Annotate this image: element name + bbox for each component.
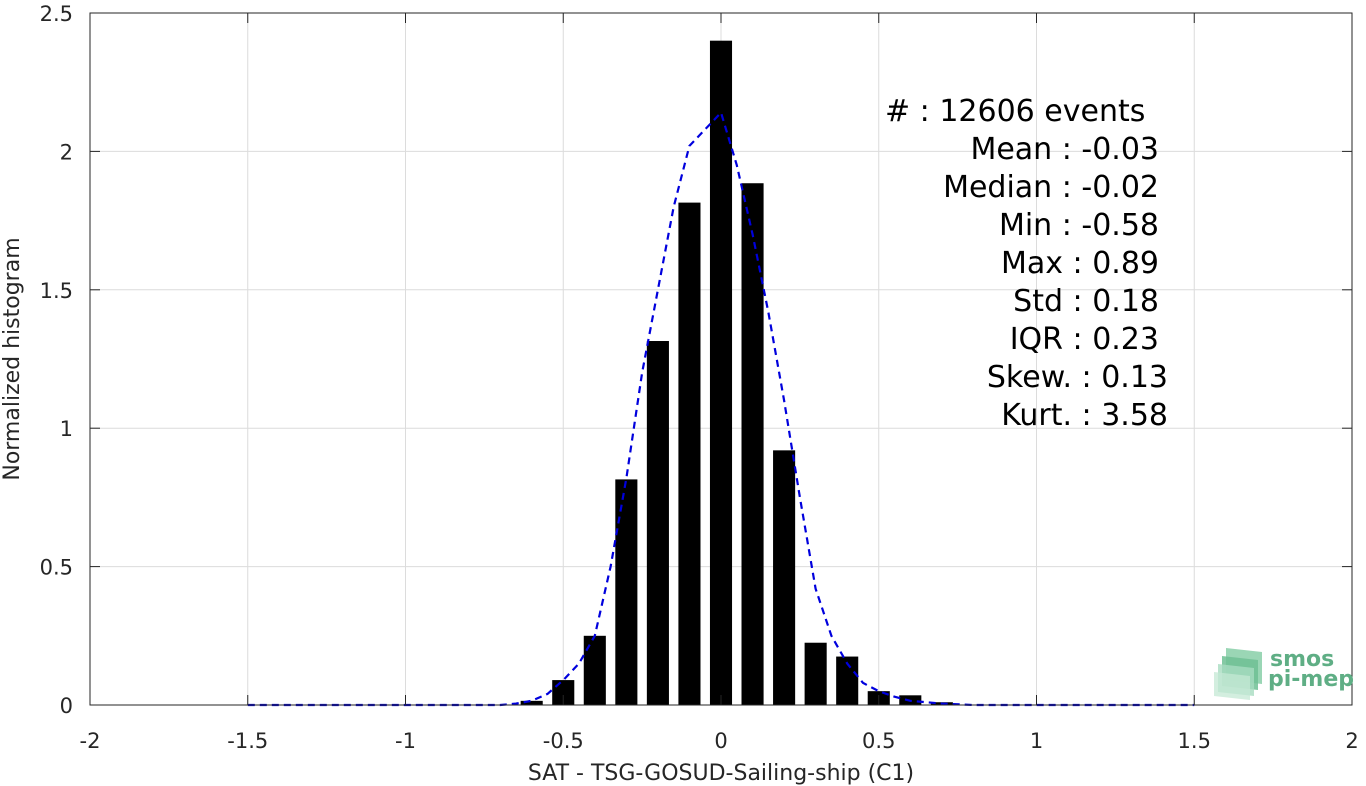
y-tick-label: 2.5 xyxy=(40,2,73,26)
stats-iqr: IQR : 0.23 xyxy=(1010,322,1159,357)
x-axis-title: SAT - TSG-GOSUD-Sailing-ship (C1) xyxy=(528,761,914,786)
histogram-bar xyxy=(804,642,827,705)
histogram-bar xyxy=(773,450,796,705)
stats-skewness: Skew. : 0.13 xyxy=(987,360,1168,395)
x-tick-label: 0.5 xyxy=(862,729,895,753)
logo-layers-icon xyxy=(1214,648,1262,700)
y-tick-label: 0.5 xyxy=(40,556,73,580)
histogram-bar xyxy=(583,635,606,705)
stats-min: Min : -0.58 xyxy=(999,208,1159,243)
y-tick-label: 2 xyxy=(60,140,73,164)
x-tick-label: -0.5 xyxy=(543,729,584,753)
stats-median: Median : -0.02 xyxy=(943,170,1159,205)
histogram-bar xyxy=(678,202,701,705)
histogram-bar xyxy=(615,479,638,705)
y-tick-label: 1.5 xyxy=(40,279,73,303)
logo-text-pimep: pi-mep xyxy=(1268,667,1354,692)
stats-max: Max : 0.89 xyxy=(1001,246,1159,281)
histogram-bar xyxy=(709,40,733,706)
logo-text-smos: smos xyxy=(1270,647,1334,672)
x-tick-label: -1 xyxy=(395,729,416,753)
y-tick-label: 1 xyxy=(60,417,73,441)
stats-events: # : 12606 events xyxy=(885,94,1145,129)
statistics-annotation: # : 12606 events Mean : -0.03 Median : -… xyxy=(885,94,1168,433)
x-tick-label: -1.5 xyxy=(227,729,268,753)
y-axis-title: Normalized histogram xyxy=(0,237,25,480)
histogram-bars xyxy=(520,40,953,706)
x-tick-label: 2 xyxy=(1345,729,1358,753)
x-tick-label: 1.5 xyxy=(1178,729,1211,753)
smos-pimep-logo: smos pi-mep xyxy=(1214,647,1354,700)
axis-ticks xyxy=(89,12,1353,706)
x-tick-labels: -2 -1.5 -1 -0.5 0 0.5 1 1.5 2 xyxy=(80,729,1359,753)
histogram-bar xyxy=(741,183,764,705)
histogram-bar xyxy=(836,656,859,705)
y-tick-label: 0 xyxy=(60,694,73,718)
histogram-bar xyxy=(520,700,543,705)
x-tick-label: -2 xyxy=(80,729,101,753)
y-tick-labels: 0 0.5 1 1.5 2 2.5 xyxy=(40,2,73,718)
histogram-bar xyxy=(646,341,669,705)
stats-mean: Mean : -0.03 xyxy=(970,132,1159,167)
x-tick-label: 1 xyxy=(1030,729,1043,753)
stats-kurtosis: Kurt. : 3.58 xyxy=(1001,398,1168,433)
stats-std: Std : 0.18 xyxy=(1013,284,1159,319)
x-tick-label: 0 xyxy=(714,729,727,753)
